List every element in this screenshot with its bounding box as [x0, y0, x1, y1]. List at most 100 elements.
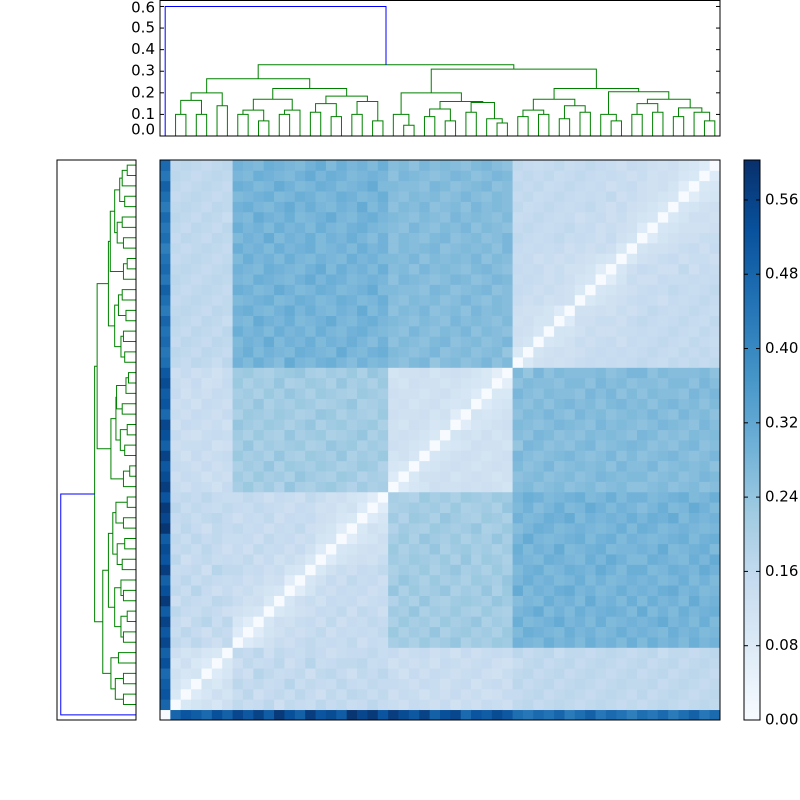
- heatmap-cell: [605, 284, 617, 296]
- heatmap-cell: [180, 657, 192, 669]
- heatmap-cell: [191, 471, 202, 482]
- heatmap-cell: [336, 180, 348, 192]
- heatmap-cell: [222, 450, 233, 462]
- heatmap-cell: [626, 450, 638, 462]
- heatmap-cell: [564, 253, 576, 265]
- heatmap-cell: [325, 460, 337, 472]
- heatmap-cell: [471, 398, 482, 410]
- heatmap-cell: [668, 211, 679, 223]
- heatmap-cell: [585, 616, 596, 628]
- heatmap-cell: [294, 440, 306, 451]
- heatmap-cell: [637, 274, 648, 285]
- heatmap-cell: [709, 709, 721, 721]
- heatmap-cell: [595, 222, 607, 233]
- heatmap-cell: [512, 481, 524, 493]
- heatmap-cell: [678, 191, 690, 202]
- heatmap-cell: [668, 564, 679, 576]
- heatmap-cell: [180, 398, 192, 410]
- dendrogram-link: [122, 263, 136, 280]
- heatmap-cell: [512, 564, 524, 576]
- heatmap-cell: [688, 408, 700, 420]
- heatmap-cell: [688, 605, 700, 617]
- heatmap-cell: [471, 170, 482, 182]
- heatmap-cell: [688, 595, 700, 607]
- heatmap-cell: [160, 502, 171, 513]
- heatmap-cell: [263, 201, 275, 213]
- heatmap-cell: [325, 336, 337, 348]
- heatmap-cell: [160, 253, 171, 265]
- heatmap-cell: [543, 533, 555, 545]
- heatmap-cell: [263, 709, 275, 721]
- heatmap-cell: [408, 429, 420, 441]
- heatmap-cell: [460, 595, 472, 607]
- heatmap-cell: [564, 305, 576, 316]
- heatmap-cell: [699, 585, 711, 596]
- heatmap-cell: [522, 595, 534, 607]
- heatmap-cell: [626, 657, 638, 669]
- heatmap-cell: [398, 357, 410, 368]
- heatmap-cell: [512, 160, 524, 171]
- heatmap-cell: [699, 502, 711, 513]
- heatmap-cell: [637, 460, 648, 472]
- heatmap-cell: [253, 595, 265, 607]
- heatmap-cell: [180, 574, 192, 586]
- heatmap-cell: [211, 574, 223, 586]
- heatmap-cell: [336, 595, 348, 607]
- heatmap-cell: [388, 657, 399, 669]
- heatmap-cell: [554, 263, 565, 275]
- heatmap-cell: [284, 367, 296, 379]
- heatmap-cell: [263, 357, 275, 368]
- heatmap-cell: [502, 211, 513, 223]
- heatmap-cell: [160, 263, 171, 275]
- heatmap-cell: [242, 191, 254, 202]
- heatmap-cell: [180, 211, 192, 223]
- heatmap-cell: [253, 191, 265, 202]
- heatmap-cell: [242, 180, 254, 192]
- heatmap-cell: [688, 242, 700, 254]
- heatmap-cell: [522, 284, 534, 296]
- heatmap-cell: [388, 429, 399, 441]
- heatmap-cell: [419, 440, 431, 451]
- heatmap-cell: [637, 668, 648, 679]
- dendrogram-link: [121, 169, 136, 187]
- heatmap-cell: [585, 699, 596, 711]
- heatmap-cell: [232, 336, 244, 348]
- heatmap-cell: [440, 637, 451, 648]
- heatmap-cell: [242, 263, 254, 275]
- heatmap-cell: [429, 502, 441, 513]
- heatmap-cell: [460, 367, 472, 379]
- heatmap-cell: [605, 668, 617, 679]
- heatmap-cell: [533, 180, 545, 192]
- heatmap-cell: [605, 481, 617, 493]
- heatmap-cell: [699, 491, 711, 503]
- heatmap-cell: [585, 284, 596, 296]
- heatmap-cell: [616, 699, 628, 711]
- heatmap-cell: [481, 305, 493, 316]
- heatmap-cell: [211, 471, 223, 482]
- heatmap-cell: [678, 305, 690, 316]
- heatmap-cell: [294, 222, 306, 233]
- heatmap-cell: [481, 263, 493, 275]
- heatmap-cell: [315, 211, 327, 223]
- heatmap-cell: [709, 274, 721, 285]
- heatmap-cell: [481, 232, 493, 244]
- heatmap-cell: [481, 408, 493, 420]
- heatmap-cell: [709, 460, 721, 472]
- heatmap-cell: [398, 191, 410, 202]
- heatmap-cell: [709, 305, 721, 316]
- heatmap-cell: [357, 253, 368, 265]
- heatmap-cell: [305, 294, 316, 306]
- heatmap-cell: [491, 460, 503, 472]
- heatmap-cell: [263, 564, 275, 576]
- heatmap-cell: [211, 585, 223, 596]
- heatmap-cell: [160, 657, 171, 669]
- heatmap-cell: [201, 315, 213, 327]
- heatmap-cell: [377, 253, 389, 265]
- heatmap-cell: [440, 201, 451, 213]
- heatmap-cell: [429, 294, 441, 306]
- heatmap-cell: [201, 191, 213, 202]
- heatmap-cell: [398, 668, 410, 679]
- heatmap-cell: [211, 325, 223, 337]
- heatmap-cell: [574, 522, 586, 534]
- heatmap-cell: [554, 637, 565, 648]
